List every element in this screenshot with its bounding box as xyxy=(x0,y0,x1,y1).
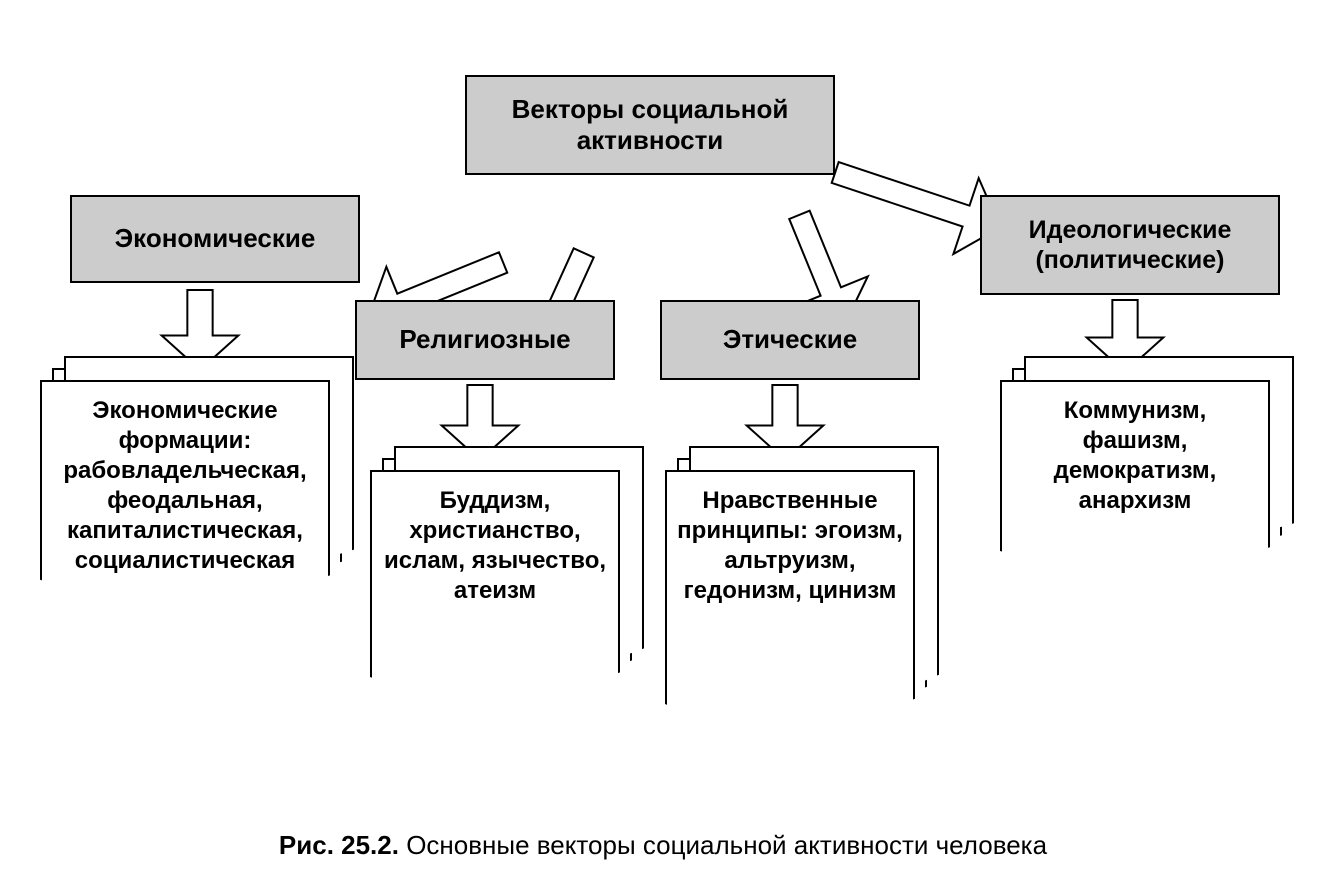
category-box-economic: Экономические xyxy=(70,195,360,283)
paper-sheet-front-economic: Экономические формации: рабовладельческа… xyxy=(40,380,330,602)
paper-sheet-front-religious: Буддизм, христианство, ислам, язычество,… xyxy=(370,470,620,700)
paper-stack-economic: Экономические формации: рабовладельческа… xyxy=(40,380,330,602)
paper-stack-ethical: Нравственные принципы: эгоизм, альтруизм… xyxy=(665,470,915,730)
root-box: Векторы социальнойактивности xyxy=(465,75,835,175)
figure-caption: Рис. 25.2. Основные векторы социальной а… xyxy=(200,830,1126,861)
paper-sheet-front-ethical: Нравственные принципы: эгоизм, альтруизм… xyxy=(665,470,915,730)
category-box-ideological: Идеологические (политические) xyxy=(980,195,1280,295)
caption-bold: Рис. 25.2. xyxy=(279,830,399,860)
caption-rest: Основные векторы социальной активности ч… xyxy=(399,830,1047,860)
category-box-religious: Религиозные xyxy=(355,300,615,380)
paper-stack-religious: Буддизм, христианство, ислам, язычество,… xyxy=(370,470,620,700)
paper-stack-ideological: Коммунизм, фашизм, демократизм, анархизм xyxy=(1000,380,1270,570)
category-box-ethical: Этические xyxy=(660,300,920,380)
paper-sheet-front-ideological: Коммунизм, фашизм, демократизм, анархизм xyxy=(1000,380,1270,570)
